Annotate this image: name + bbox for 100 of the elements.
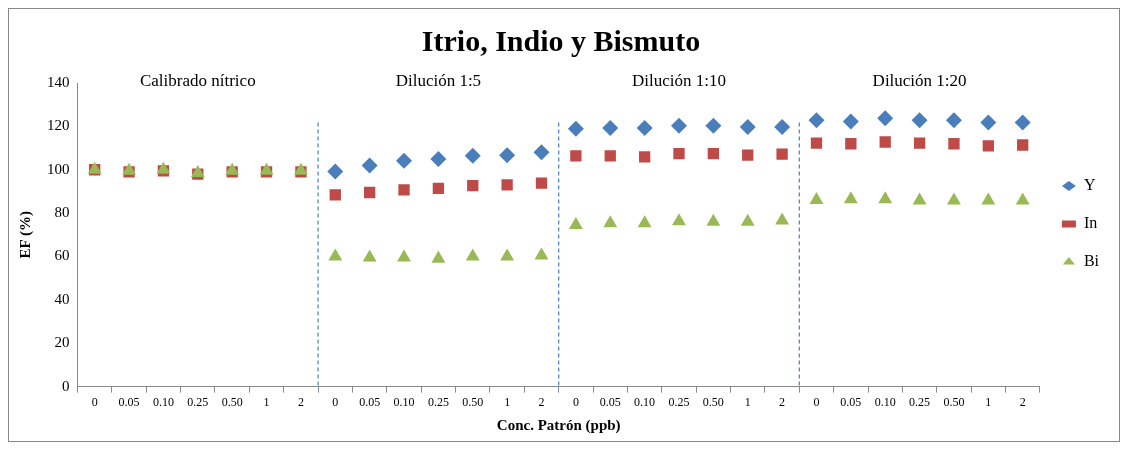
x-tick-label: 0.50 <box>221 394 243 409</box>
y-tick-label: 100 <box>47 160 70 177</box>
point <box>636 120 653 137</box>
x-tick-label: 2 <box>538 394 545 409</box>
point <box>809 191 824 204</box>
point <box>501 179 513 191</box>
point <box>533 144 550 161</box>
point <box>945 112 962 129</box>
x-tick-label: 0.50 <box>462 394 484 409</box>
point <box>981 192 996 205</box>
point <box>947 192 961 205</box>
point <box>328 248 343 261</box>
point <box>739 119 756 136</box>
point <box>467 179 479 192</box>
y-tick-label: 140 <box>47 73 70 90</box>
x-tick-label: 0 <box>91 394 98 409</box>
x-tick-label: 0.25 <box>909 394 931 409</box>
point <box>637 215 652 228</box>
point <box>430 150 447 167</box>
chart-title: Itrio, Indio y Bismuto <box>421 23 701 57</box>
point <box>1017 139 1029 151</box>
point <box>432 182 445 195</box>
point <box>1015 192 1030 205</box>
point <box>604 150 616 162</box>
y-tick-label: 20 <box>54 334 70 351</box>
point <box>843 191 858 204</box>
point <box>810 137 823 149</box>
point <box>362 249 377 262</box>
point <box>398 184 410 196</box>
point <box>706 213 721 226</box>
point <box>567 120 584 137</box>
x-tick-label: 0.25 <box>427 394 449 409</box>
point <box>842 113 859 130</box>
point <box>1014 114 1031 131</box>
y-tick-label: 80 <box>54 204 70 221</box>
point <box>879 136 891 148</box>
x-tick-label: 0 <box>572 394 579 409</box>
point <box>982 140 994 152</box>
point <box>670 117 687 134</box>
point <box>156 161 171 174</box>
x-tick-label: 0.25 <box>668 394 690 409</box>
point <box>535 177 548 189</box>
legend-label: Bi <box>1083 252 1100 270</box>
x-tick-label: 0.05 <box>840 394 862 409</box>
x-tick-label: 0.50 <box>702 394 724 409</box>
point <box>397 249 411 262</box>
point <box>293 162 308 175</box>
x-tick-label: 0.10 <box>393 394 415 409</box>
x-tick-label: 0.10 <box>634 394 656 409</box>
point <box>602 120 619 137</box>
x-tick-label: 2 <box>1019 394 1026 409</box>
legend-label: Y <box>1083 176 1096 194</box>
x-tick-label: 0.10 <box>152 394 174 409</box>
point <box>707 148 720 160</box>
annotation: Calibrado nítrico <box>139 70 256 90</box>
point <box>327 163 344 180</box>
point <box>122 162 136 175</box>
point <box>776 148 788 160</box>
point <box>775 212 790 225</box>
annotation: Dilución 1:20 <box>872 70 967 90</box>
point <box>912 192 927 205</box>
point <box>499 147 516 164</box>
point <box>774 119 791 136</box>
x-axis-title: Conc. Patrón (ppb) <box>496 416 621 434</box>
point <box>500 248 515 261</box>
point <box>673 148 685 160</box>
point <box>845 138 857 150</box>
point <box>364 186 376 199</box>
point <box>877 110 894 127</box>
point <box>570 150 582 162</box>
annotation: Dilución 1:5 <box>395 70 482 90</box>
point <box>913 137 926 149</box>
x-tick-label: 0.25 <box>187 394 209 409</box>
point <box>603 215 618 228</box>
y-tick-label: 40 <box>54 290 70 307</box>
point <box>980 114 997 131</box>
point <box>464 147 481 164</box>
point <box>808 112 825 129</box>
x-tick-label: 0.10 <box>874 394 896 409</box>
annotation: Dilución 1:10 <box>632 70 726 90</box>
point <box>568 217 583 230</box>
point <box>396 152 413 169</box>
x-tick-label: 0 <box>813 394 820 409</box>
point <box>638 151 651 163</box>
y-tick-label: 120 <box>47 117 70 134</box>
x-tick-label: 0.05 <box>359 394 381 409</box>
legend-label: In <box>1083 214 1098 232</box>
x-tick-label: 1 <box>985 394 992 409</box>
point <box>948 138 960 150</box>
point <box>878 191 893 204</box>
point <box>329 189 341 201</box>
y-axis-title: EF (%) <box>16 211 34 259</box>
y-tick-label: 60 <box>54 247 70 264</box>
x-tick-label: 1 <box>504 394 511 409</box>
point <box>705 117 722 134</box>
point <box>465 248 480 261</box>
x-tick-label: 2 <box>779 394 786 409</box>
point <box>740 213 755 226</box>
x-tick-label: 0 <box>332 394 339 409</box>
point <box>431 250 446 263</box>
